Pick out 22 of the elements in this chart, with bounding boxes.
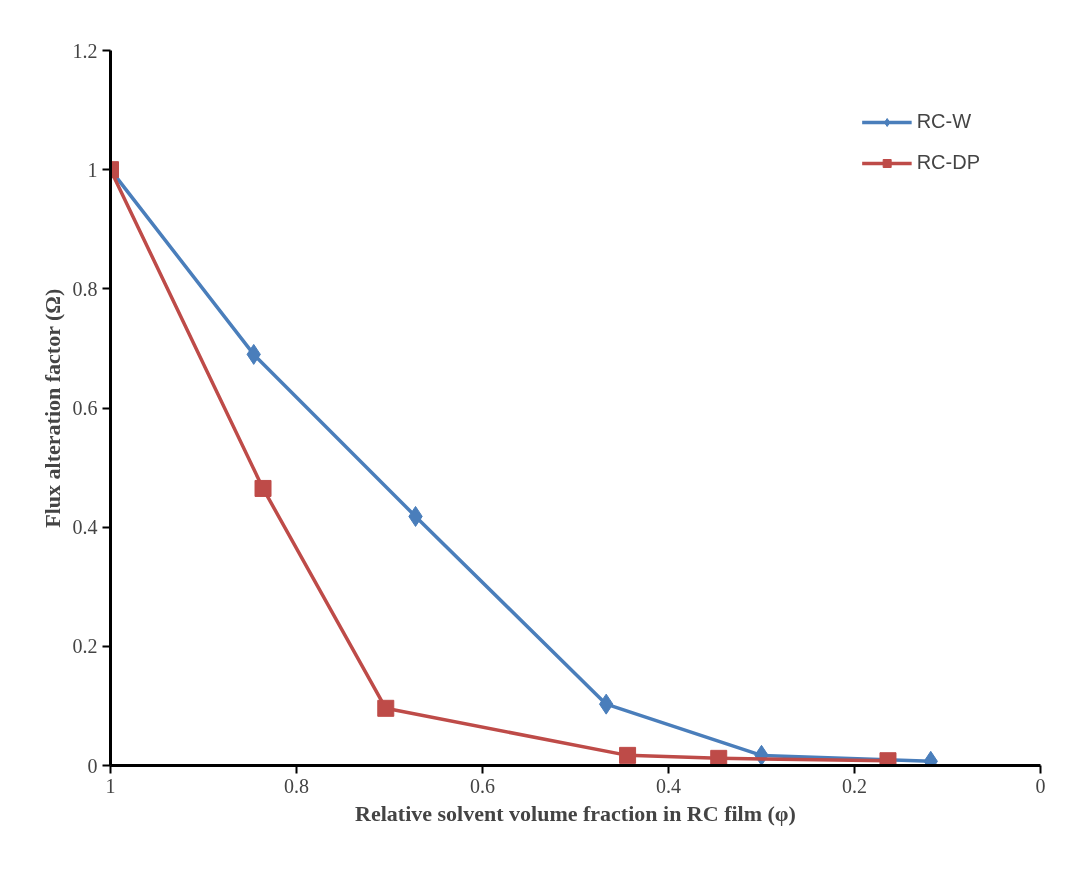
- x-tick-label: 0.8: [284, 774, 309, 797]
- y-tick-label: 0.2: [72, 635, 98, 658]
- point: [377, 699, 395, 717]
- point: [254, 479, 272, 497]
- point: [879, 752, 897, 766]
- point: [619, 746, 637, 764]
- x-tick-label: 0: [1035, 774, 1046, 797]
- point: [710, 749, 728, 766]
- y-tick-label: 0.8: [72, 277, 98, 300]
- x-tick-label: 0.4: [656, 774, 681, 797]
- y-tick-label: 1.2: [72, 39, 98, 62]
- x-tick-label: 0.6: [470, 774, 495, 797]
- y-tick-label: 0.4: [72, 516, 98, 539]
- x-tick-label: 1: [105, 774, 116, 797]
- x-axis-title: Relative solvent volume fraction in RC film (φ): [355, 800, 796, 826]
- legend-label: RC-W: [916, 110, 972, 133]
- x-tick-label: 0.2: [842, 774, 867, 797]
- y-tick-label: 0.6: [72, 397, 98, 419]
- y-tick-label: 0: [87, 754, 98, 777]
- y-axis-title: Flux alteration factor (Ω): [39, 288, 65, 528]
- legend-label: RC-DP: [916, 151, 980, 174]
- y-tick-label: 1: [87, 158, 98, 181]
